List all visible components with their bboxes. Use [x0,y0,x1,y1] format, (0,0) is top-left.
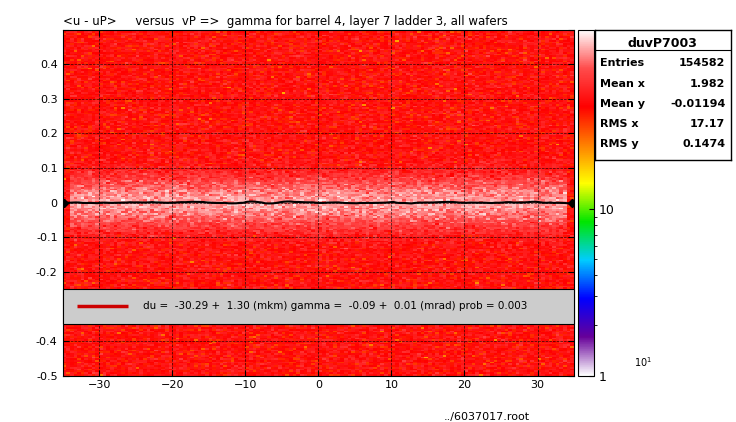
Text: 0.1474: 0.1474 [682,139,726,149]
Text: 17.17: 17.17 [690,119,726,129]
Text: du =  -30.29 +  1.30 (mkm) gamma =  -0.09 +  0.01 (mrad) prob = 0.003: du = -30.29 + 1.30 (mkm) gamma = -0.09 +… [143,301,527,311]
Text: <u - uP>     versus  vP =>  gamma for barrel 4, layer 7 ladder 3, all wafers: <u - uP> versus vP => gamma for barrel 4… [63,15,507,28]
Text: $10^1$: $10^1$ [634,355,653,369]
Text: Mean x: Mean x [600,78,645,89]
Text: 154582: 154582 [679,58,726,68]
Text: RMS y: RMS y [600,139,639,149]
Text: RMS x: RMS x [600,119,639,129]
Text: Mean y: Mean y [600,99,645,109]
Text: 1.982: 1.982 [690,78,726,89]
Text: duvP7003: duvP7003 [628,38,698,50]
Text: -0.01194: -0.01194 [670,99,726,109]
Bar [63,289,574,324]
Text: ../6037017.root: ../6037017.root [444,412,530,422]
Text: Entries: Entries [600,58,644,68]
